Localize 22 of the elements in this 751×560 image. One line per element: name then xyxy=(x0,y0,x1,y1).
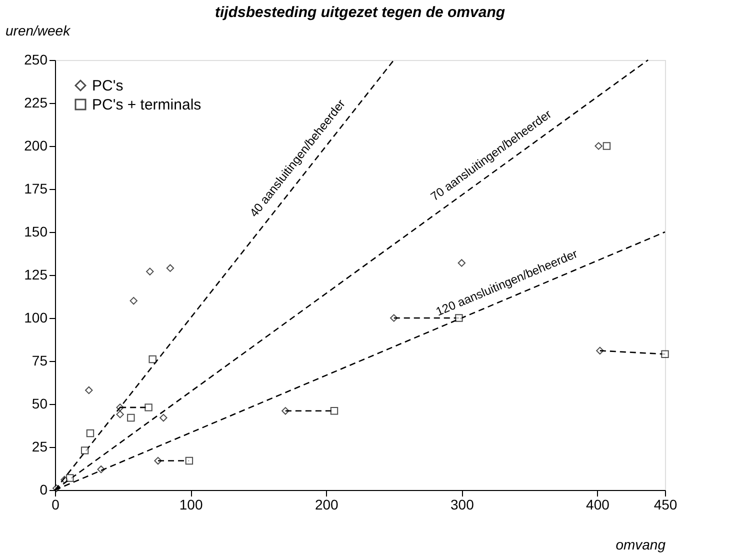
y-axis-title: uren/week xyxy=(6,22,72,38)
y-tick-label: 75 xyxy=(32,352,48,368)
y-tick-label: 175 xyxy=(24,180,48,196)
y-tick-label: 100 xyxy=(24,310,48,326)
y-tick-label: 225 xyxy=(24,94,48,110)
y-tick-label: 200 xyxy=(24,138,48,154)
y-tick-label: 150 xyxy=(24,224,48,240)
legend-label: PC's + terminals xyxy=(92,96,202,114)
x-tick-label: 200 xyxy=(314,496,339,512)
chart-title: tijdsbesteding uitgezet tegen de omvang xyxy=(214,4,506,21)
x-axis-title: omvang xyxy=(616,536,666,552)
y-tick-label: 250 xyxy=(24,52,48,68)
y-tick-label: 0 xyxy=(40,482,48,498)
x-tick-label: 100 xyxy=(179,496,203,512)
x-tick-label: 450 xyxy=(654,496,678,512)
y-tick-label: 125 xyxy=(24,266,48,282)
y-tick-label: 25 xyxy=(32,438,48,454)
x-tick-label: 0 xyxy=(52,496,60,512)
x-tick-label: 400 xyxy=(586,496,610,512)
legend-label: PC's xyxy=(92,78,124,94)
x-tick-label: 300 xyxy=(450,496,474,512)
y-tick-label: 50 xyxy=(32,396,48,412)
